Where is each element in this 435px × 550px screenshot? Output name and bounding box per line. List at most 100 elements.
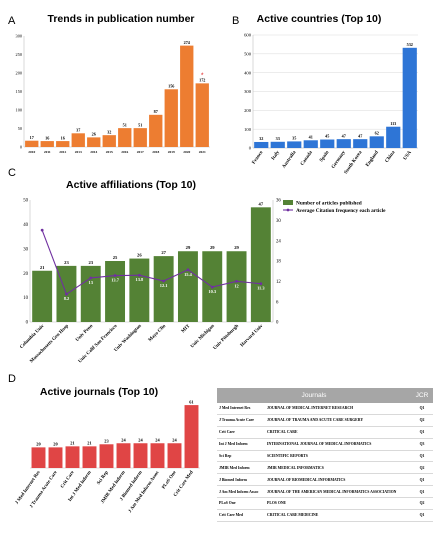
- line-label: 8.2: [64, 296, 70, 301]
- table-cell-abbrev: Int J Med Inform: [217, 438, 265, 451]
- data-label: 23: [64, 260, 69, 265]
- data-label: 17: [30, 135, 34, 140]
- x-tick-label: Harvard Univ: [240, 323, 265, 348]
- table-row: Int J Med Inform INTERNATIONAL JOURNAL OF…: [217, 438, 433, 451]
- x-tick-label: France: [252, 150, 265, 166]
- bar: [105, 261, 126, 322]
- data-label: 274: [184, 40, 191, 45]
- data-label: 20: [36, 442, 41, 447]
- bar: [287, 141, 302, 148]
- table-cell-abbrev: PLoS One: [217, 497, 265, 511]
- bar: [31, 447, 46, 468]
- data-label: 24: [121, 437, 126, 442]
- table-row: Crit Care Med CRITICAL CARE MEDICINE Q1: [217, 509, 433, 522]
- line-point: [40, 228, 44, 232]
- bar: [226, 251, 247, 322]
- table-cell-abbrev: Crit Care: [217, 426, 265, 439]
- data-label: 26: [137, 253, 142, 258]
- y-tick-label: 0: [249, 146, 252, 151]
- data-label: 51: [123, 122, 127, 127]
- data-label: 29: [234, 245, 239, 250]
- bar: [303, 140, 318, 148]
- y-tick-label: 200: [244, 108, 252, 113]
- y-tick-label-right: 30: [276, 219, 281, 224]
- panel-letter-c: C: [8, 167, 16, 179]
- x-tick-label: Canada: [300, 150, 314, 167]
- data-label: 26: [92, 132, 96, 137]
- bar: [149, 114, 163, 147]
- panel-letter-d: D: [8, 373, 16, 385]
- x-tick-label: Univ Penn: [75, 324, 94, 343]
- data-label: 24: [172, 437, 177, 442]
- x-tick-label: 2011: [44, 150, 51, 154]
- x-tick-label: 2020: [183, 150, 190, 154]
- bar: [180, 45, 194, 148]
- bar: [320, 139, 335, 148]
- x-tick-label: 2013: [75, 150, 82, 154]
- bar: [129, 258, 150, 322]
- y-tick-label-left: 0: [26, 321, 29, 326]
- bar: [353, 139, 368, 148]
- line-point: [89, 276, 93, 280]
- table-cell-jcr: Q1: [411, 509, 433, 522]
- bar: [48, 447, 63, 468]
- panel-c-title: Active affiliations (Top 10): [66, 179, 196, 191]
- y-tick-label: 500: [244, 51, 252, 56]
- y-tick-label-right: 0: [276, 321, 279, 326]
- table-cell-jcr: Q2: [411, 497, 433, 511]
- table-header-jcr: JCR: [411, 388, 433, 403]
- bar: [118, 128, 132, 147]
- x-tick-label: Italy: [271, 150, 281, 161]
- data-label: 62: [375, 131, 379, 136]
- data-label: 113: [390, 121, 396, 126]
- bar: [87, 137, 101, 147]
- table-cell-journal: JOURNAL OF BIOMEDICAL INFORMATICS: [265, 473, 411, 487]
- y-tick-label: 400: [244, 70, 252, 75]
- y-tick-label: 300: [244, 89, 252, 94]
- table-row: Sci Rep SCIENTIFIC REPORTS Q1: [217, 450, 433, 463]
- y-tick-label: 100: [244, 127, 252, 132]
- data-label: 23: [88, 260, 93, 265]
- line-label: 13.7: [111, 278, 119, 283]
- table-cell-journal: PLOS ONE: [265, 497, 411, 511]
- data-label: 16: [45, 135, 49, 140]
- y-tick-label: 150: [16, 89, 22, 94]
- bar: [133, 443, 148, 468]
- table-cell-journal: CRITICAL CARE MEDICINE: [265, 509, 411, 522]
- bar: [386, 126, 401, 148]
- data-label: 47: [259, 201, 264, 206]
- data-label: 35: [292, 136, 296, 141]
- data-label: 25: [113, 255, 118, 260]
- bar: [71, 133, 85, 147]
- y-tick-label: 50: [18, 126, 22, 131]
- x-tick-label: Sci Rep: [97, 470, 110, 486]
- bar: [184, 405, 199, 468]
- x-tick-label: 2016: [121, 150, 128, 154]
- line-point: [65, 292, 68, 296]
- line-label: 15.4: [184, 272, 192, 277]
- data-label: 29: [186, 245, 191, 250]
- data-label: 32: [107, 129, 111, 134]
- data-label: 29: [210, 245, 215, 250]
- bar: [133, 128, 147, 147]
- line-point: [137, 273, 141, 277]
- x-tick-label: 2015: [106, 150, 113, 154]
- table-cell-journal: JOURNAL OF MEDICAL INTERNET RESEARCH: [265, 403, 411, 415]
- data-label: 37: [76, 128, 80, 133]
- x-tick-label: USA: [403, 150, 413, 161]
- bar: [270, 141, 285, 148]
- table-cell-jcr: Q1: [411, 473, 433, 487]
- line-label: 13: [89, 280, 94, 285]
- table-cell-abbrev: JMIR Med Inform: [217, 461, 265, 475]
- table-cell-jcr: Q3: [411, 438, 433, 451]
- bar: [153, 256, 174, 322]
- data-label: 172: [199, 78, 205, 83]
- line-point: [210, 285, 214, 289]
- data-label: 32: [259, 136, 263, 141]
- data-label: 87: [154, 109, 158, 114]
- line-point: [113, 274, 117, 277]
- x-tick-label: Mayo Clin: [148, 324, 167, 343]
- data-label: 27: [161, 250, 166, 255]
- journal-table: Journals JCR J Med Internet Res JOURNAL O…: [217, 388, 433, 522]
